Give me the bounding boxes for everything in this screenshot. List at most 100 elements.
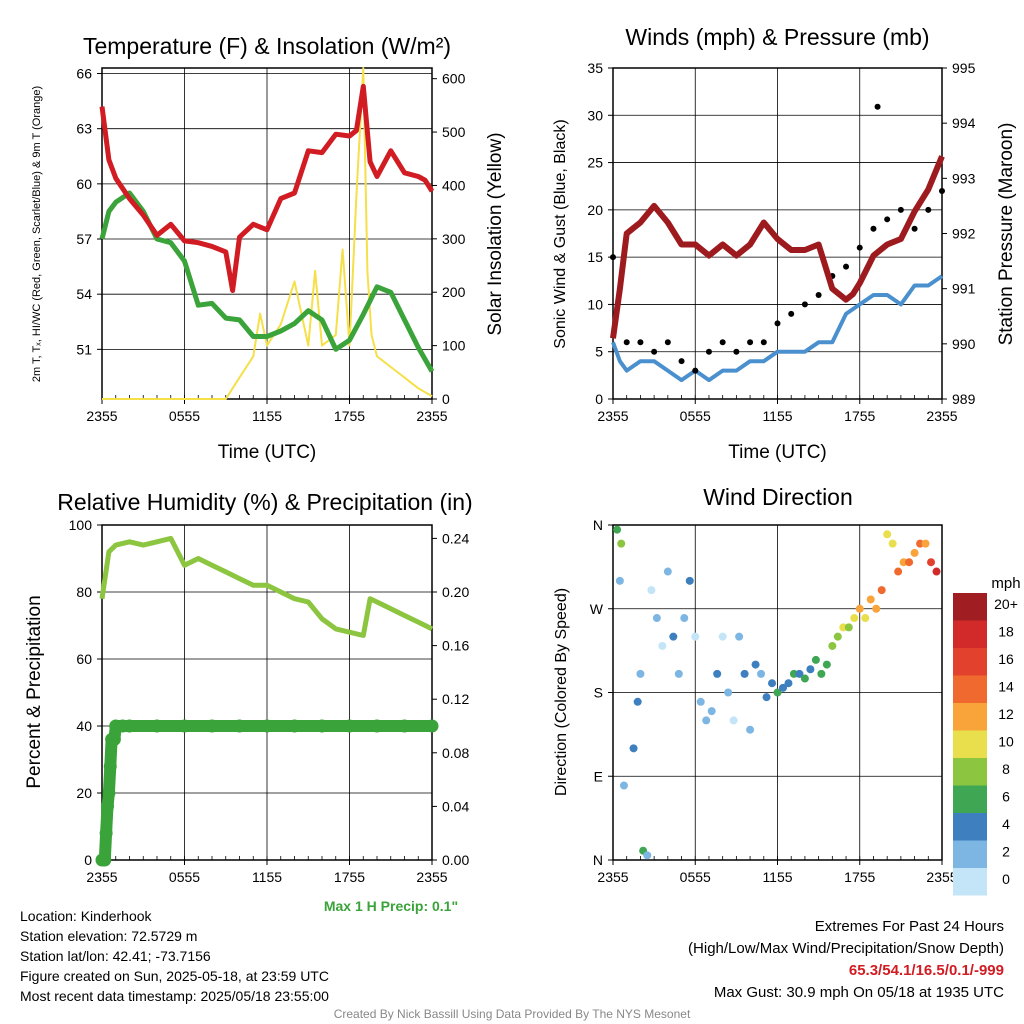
dir-point	[740, 669, 749, 678]
wind-gust-point	[801, 301, 808, 308]
dir-point	[828, 641, 837, 650]
dir-xtick-label: 2355	[926, 869, 957, 885]
temp-ytick-right-label: 300	[442, 231, 466, 247]
rh-ytick-right-label: 0.00	[442, 852, 469, 868]
colorbar-swatch	[953, 758, 987, 786]
temp-ytick-right-label: 100	[442, 338, 466, 354]
rh-precip-point	[123, 719, 136, 733]
colorbar-swatch	[953, 620, 987, 648]
wind-gust-point	[774, 320, 781, 327]
rh-precip-point	[101, 799, 114, 813]
wind-ytick-right-label: 990	[952, 336, 976, 352]
dir-point	[861, 614, 870, 623]
wind-xlabel: Time (UTC)	[728, 442, 827, 463]
wind-gust-point	[815, 291, 822, 298]
wind-gust-point	[651, 348, 658, 355]
dir-point	[696, 697, 705, 706]
temp-ylabel-right: Solar Insolation (Yellow)	[485, 132, 506, 335]
dir-point	[713, 669, 722, 678]
wind-xtick-label: 1755	[844, 408, 875, 424]
temp-ytick-label: 51	[76, 341, 92, 357]
temp-ytick-right-label: 200	[442, 284, 466, 300]
temp-xtick-label: 1155	[252, 408, 282, 424]
wind-gust-point	[637, 339, 644, 346]
dir-point	[789, 669, 798, 678]
dir-point	[707, 707, 716, 716]
dir-point	[883, 530, 892, 539]
dir-point	[674, 669, 683, 678]
rh-precip-point	[150, 719, 164, 733]
rh-precip-point	[398, 719, 411, 733]
dir-point	[691, 632, 700, 641]
colorbar-label: 10	[998, 734, 1014, 750]
temp-series-temperature	[99, 83, 435, 293]
wind-title: Winds (mph) & Pressure (mb)	[625, 24, 929, 50]
dir-point	[866, 595, 875, 604]
dir-point	[872, 604, 881, 613]
dir-point	[724, 688, 733, 697]
dir-point	[619, 781, 628, 790]
rh-precip-point	[178, 719, 191, 733]
dir-point	[932, 567, 941, 576]
temp-ylabel-left: 2m T, Tₓ, HI/WC (Red, Green, Scarlet/Blu…	[31, 86, 43, 382]
dir-xtick-label: 2355	[597, 869, 628, 885]
rh-xtick-label: 2355	[416, 869, 447, 885]
dir-point	[768, 679, 777, 688]
dir-point	[844, 623, 853, 632]
dir-xtick-label: 1155	[762, 869, 792, 885]
extremes-values: 65.3/54.1/16.5/0.1/-999	[848, 962, 1004, 979]
dir-point	[636, 669, 645, 678]
dir-point	[633, 697, 642, 706]
wind-ytick-label: 5	[595, 344, 603, 360]
rh-precip-point	[343, 719, 356, 733]
dir-point	[729, 716, 738, 725]
wind-gust-point	[664, 339, 671, 346]
colorbar-swatch	[953, 703, 987, 731]
dir-point	[855, 604, 864, 613]
colorbar-label: 18	[998, 624, 1014, 640]
dir-point	[910, 548, 919, 557]
dir-point	[735, 632, 744, 641]
wind-ytick-label: 30	[587, 107, 603, 123]
wind-xtick-label: 2355	[926, 408, 957, 424]
rh-ytick-label: 0	[84, 852, 92, 868]
rh-precip-point	[233, 719, 246, 733]
rh-precip-point	[205, 719, 219, 733]
wind-series-sonic	[611, 274, 944, 383]
dir-point	[905, 558, 914, 567]
temp-ytick-label: 57	[76, 231, 92, 247]
temp-ytick-right-label: 400	[442, 177, 466, 193]
dir-point	[702, 716, 711, 725]
wind-gust-point	[692, 367, 699, 374]
dir-point	[652, 614, 661, 623]
dir-point	[806, 665, 815, 674]
dir-point	[778, 683, 787, 692]
dir-point	[746, 725, 755, 734]
wind-gust-point	[843, 263, 850, 270]
rh-ytick-right-label: 0.16	[442, 638, 469, 654]
colorbar-label: 20+	[994, 596, 1018, 612]
wind-ytick-label: 10	[587, 296, 603, 312]
rh-precip-point	[99, 826, 113, 840]
colorbar-swatch	[953, 593, 987, 621]
colorbar-label: 4	[1002, 816, 1010, 832]
rh-precip-point	[107, 732, 121, 746]
colorbar-label: 16	[998, 651, 1014, 667]
wind-gust-point	[856, 244, 863, 251]
dir-point	[647, 586, 656, 595]
rh-ytick-right-label: 0.04	[442, 798, 469, 814]
wind-xtick-label: 0555	[680, 408, 711, 424]
temp-ytick-label: 60	[76, 176, 92, 192]
wind-gust-point	[788, 310, 795, 317]
dir-point	[822, 660, 831, 669]
rh-ytick-right-label: 0.24	[442, 530, 469, 546]
colorbar-label: 8	[1002, 761, 1010, 777]
wind-series-pressure	[610, 155, 945, 339]
colorbar-label: 6	[1002, 789, 1010, 805]
dir-point	[877, 586, 886, 595]
wind-gust-point	[939, 187, 945, 194]
rh-title: Relative Humidity (%) & Precipitation (i…	[57, 489, 472, 515]
dir-ytick-label: E	[594, 768, 603, 784]
created-text: Figure created on Sun, 2025-05-18, at 23…	[20, 968, 329, 984]
